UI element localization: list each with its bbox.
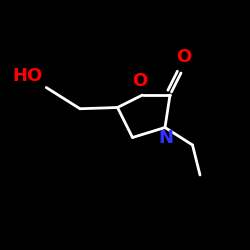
Text: O: O <box>176 48 192 66</box>
Text: N: N <box>159 129 174 147</box>
Text: HO: HO <box>12 67 42 85</box>
Text: O: O <box>132 72 148 90</box>
